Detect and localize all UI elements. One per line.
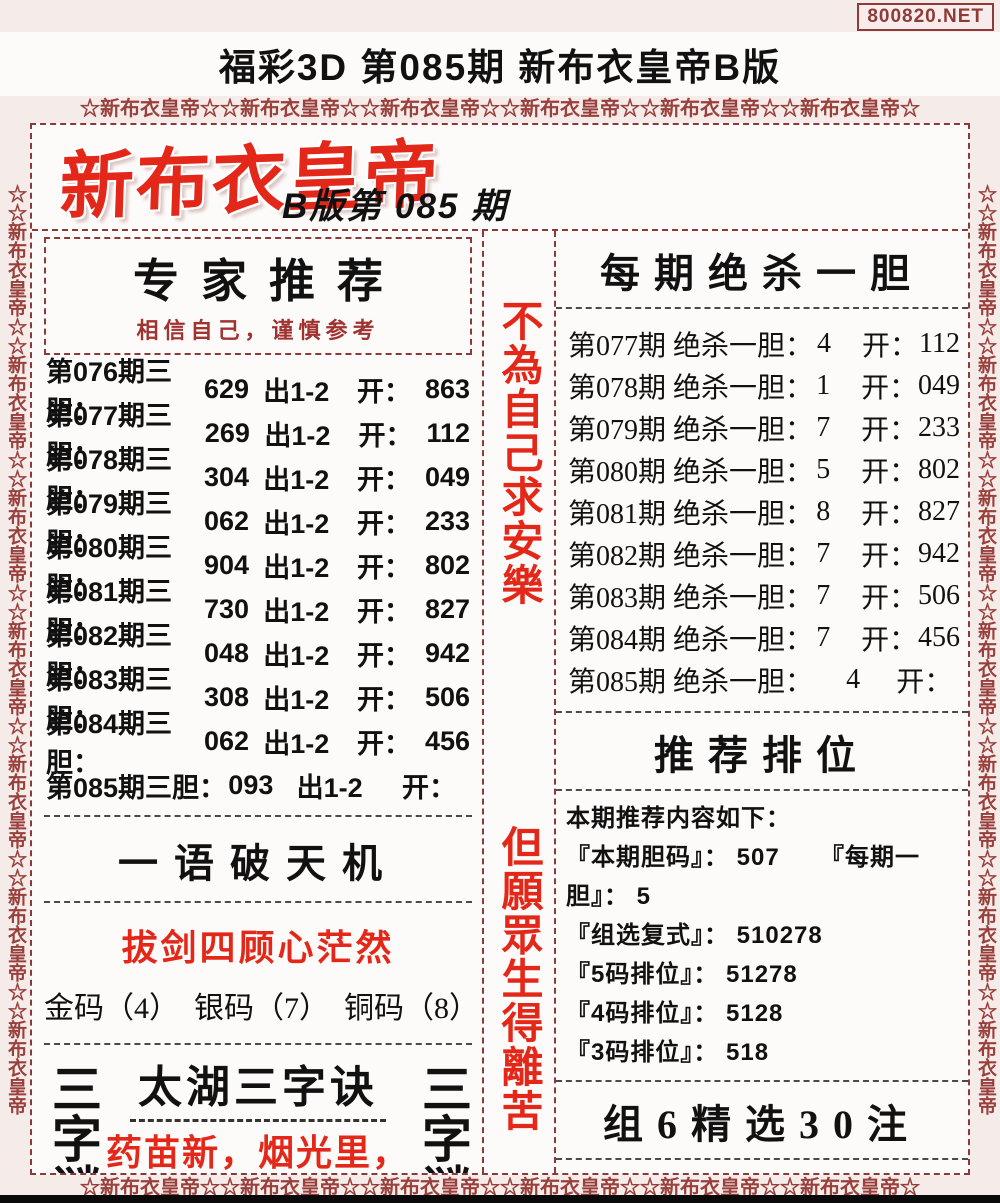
expert-row: 第078期三胆： 304 出1-2 开： 049 <box>46 445 470 514</box>
taihu-line-1: 药苗新，烟光里， <box>105 1132 410 1173</box>
kill-row: 第082期 绝杀一胆： 7 开： 942 <box>568 538 960 572</box>
left-star-border: ☆☆新布衣皇帝☆☆新布衣皇帝☆☆新布衣皇帝☆☆新布衣皇帝☆☆新布衣皇帝☆☆新布衣… <box>5 183 26 1115</box>
paiwei-line: 『3码排位』： 518 <box>566 1039 770 1066</box>
right-column: 每期绝杀一胆 第077期 绝杀一胆： 4 开： 112 第078期 绝杀一胆： <box>556 231 968 1173</box>
calligraphy-column: 不為自己求安樂 但願眾生得離苦 <box>484 231 556 1173</box>
tianji-riddle: 拔剑四顾心茫然 <box>121 927 395 968</box>
expert-rows: 第076期三胆： 629 出1-2 开： 863 第077期三胆： 269 出1… <box>44 355 472 811</box>
main-frame: ☆☆新布衣皇帝☆☆新布衣皇帝☆☆新布衣皇帝☆☆新布衣皇帝☆☆新布衣皇帝☆☆新布衣… <box>0 123 1000 1175</box>
tianji-codes: 金码（4） 银码（7） 铜码（8） <box>44 992 479 1025</box>
kill-rows: 第077期 绝杀一胆： 4 开： 112 第078期 绝杀一胆： 1 开： 04… <box>556 309 968 713</box>
expert-row: 第079期三胆： 062 出1-2 开： 233 <box>46 489 470 558</box>
expert-row: 第082期三胆： 048 出1-2 开： 942 <box>46 621 470 690</box>
paiwei-title: 推荐排位 <box>556 713 968 791</box>
kill-row: 第083期 绝杀一胆： 7 开： 506 <box>568 580 960 614</box>
paiwei-lines: 本期推荐内容如下： 『本期胆码』： 507 『每期一胆』： 5 『组选复式』： … <box>556 791 968 1082</box>
bottom-star-border: ☆新布衣皇帝☆☆新布衣皇帝☆☆新布衣皇帝☆☆新布衣皇帝☆☆新布衣皇帝☆☆新布衣皇… <box>80 1177 920 1199</box>
kill-row: 第077期 绝杀一胆： 4 开： 112 <box>568 328 960 362</box>
calligraphy-top: 不為自己求安樂 <box>495 299 544 607</box>
logo-subtitle: B版第 085 期 <box>282 187 509 226</box>
paiwei-line: 『组选复式』： 510278 <box>566 922 823 949</box>
taihu-center: 太湖三字诀 药苗新，烟光里， 勿黄金，寒山子。 <box>102 1049 414 1173</box>
left-column: 专家推荐 相信自己，谨慎参考 第076期三胆： 629 出1-2 开： 863 <box>32 231 484 1173</box>
site-badge: 800820.NET <box>857 3 994 31</box>
title-band: 福彩3D 第085期 新布衣皇帝B版 <box>0 32 1000 96</box>
kill-row: 第078期 绝杀一胆： 1 开： 049 <box>568 370 960 404</box>
expert-row: 第077期三胆： 269 出1-2 开： 112 <box>46 401 470 470</box>
expert-row: 第080期三胆： 904 出1-2 开： 802 <box>46 533 470 602</box>
three-char-riddle-left: 三字谜 <box>45 1063 101 1173</box>
group6-line: 570 518 072 718 824 216 351 672 <box>560 1168 964 1173</box>
three-char-riddle-right: 三字谜 <box>415 1063 471 1173</box>
expert-title: 专家推荐 <box>133 255 405 307</box>
group6-numbers: 570 518 072 718 824 216 351 672 976 215 … <box>556 1160 968 1173</box>
expert-row: 第076期三胆： 629 出1-2 开： 863 <box>46 357 470 426</box>
content-box: 新布衣皇帝 B版第 085 期 专家推荐 相信自己，谨慎参考 第076期三胆： … <box>30 123 970 1175</box>
divider <box>44 1043 472 1045</box>
expert-row: 第084期三胆： 062 出1-2 开： 456 <box>46 709 470 778</box>
tianji-title: 一语破天机 <box>118 842 398 886</box>
taihu-section: 三字谜 太湖三字诀 药苗新，烟光里， 勿黄金，寒山子。 三字谜 <box>44 1049 472 1173</box>
right-star-border: ☆☆新布衣皇帝☆☆新布衣皇帝☆☆新布衣皇帝☆☆新布衣皇帝☆☆新布衣皇帝☆☆新布衣… <box>975 183 996 1115</box>
taihu-divider <box>130 1119 386 1122</box>
page-title: 福彩3D 第085期 新布衣皇帝B版 <box>218 47 782 88</box>
kill-row: 第080期 绝杀一胆： 5 开： 802 <box>568 454 960 488</box>
expert-row: 第085期三胆： 093 出1-2 开： <box>46 769 456 803</box>
expert-row: 第081期三胆： 730 出1-2 开： 827 <box>46 577 470 646</box>
taihu-title: 太湖三字诀 <box>138 1063 378 1112</box>
paiwei-line: 『4码排位』： 5128 <box>566 1000 784 1027</box>
kill-row: 第081期 绝杀一胆： 8 开： 827 <box>568 496 960 530</box>
bottom-black-bar <box>0 1195 1000 1203</box>
paiwei-line: 『本期胆码』： 507 『每期一胆』： 5 <box>566 844 921 910</box>
kill-row: 第079期 绝杀一胆： 7 开： 233 <box>568 412 960 446</box>
group6-title: 组6精选30注 <box>556 1082 968 1160</box>
kill-title: 每期绝杀一胆 <box>556 231 968 309</box>
expert-subtitle: 相信自己，谨慎参考 <box>136 318 380 343</box>
paiwei-line: 本期推荐内容如下： <box>566 805 791 832</box>
kill-row: 第084期 绝杀一胆： 7 开： 456 <box>568 622 960 656</box>
masthead: 新布衣皇帝 B版第 085 期 <box>32 125 968 231</box>
divider <box>44 901 472 903</box>
top-strip: 800820.NET <box>0 0 1000 32</box>
kill-row: 第085期 绝杀一胆： 4 开： <box>568 664 953 698</box>
paiwei-line: 『5码排位』： 51278 <box>566 961 798 988</box>
divider <box>44 815 472 817</box>
top-star-border: ☆新布衣皇帝☆☆新布衣皇帝☆☆新布衣皇帝☆☆新布衣皇帝☆☆新布衣皇帝☆☆新布衣皇… <box>80 98 920 120</box>
expert-row: 第083期三胆： 308 出1-2 开： 506 <box>46 665 470 734</box>
calligraphy-bottom: 但願眾生得離苦 <box>495 825 544 1133</box>
expert-recommend-box: 专家推荐 相信自己，谨慎参考 <box>44 237 472 355</box>
columns: 专家推荐 相信自己，谨慎参考 第076期三胆： 629 出1-2 开： 863 <box>32 231 968 1173</box>
